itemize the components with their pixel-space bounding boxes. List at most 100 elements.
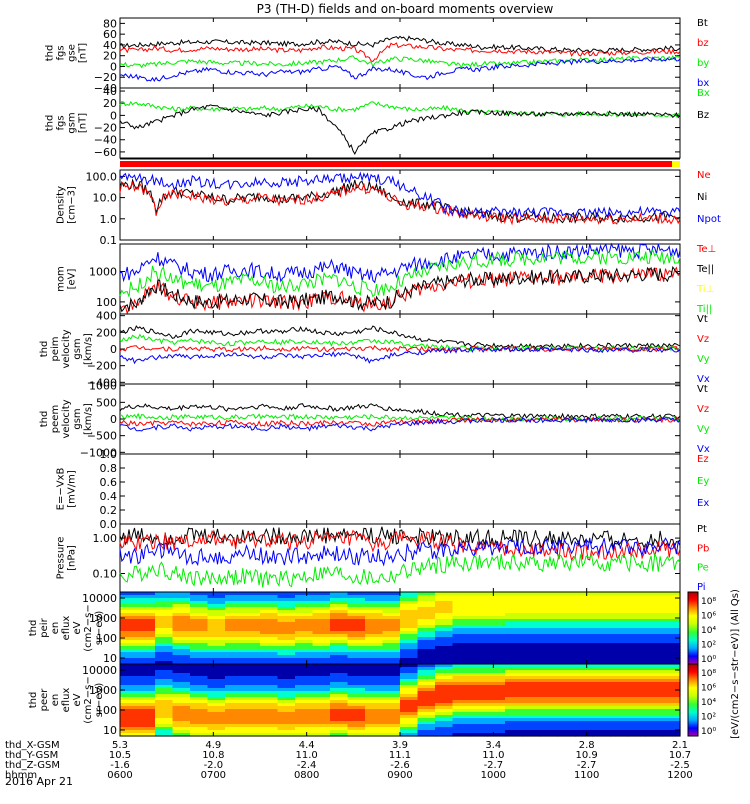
heat-cell [557, 667, 576, 671]
heat-cell [417, 709, 436, 713]
heat-cell [277, 631, 296, 635]
heat-cell [225, 661, 244, 665]
heat-cell [645, 721, 664, 725]
heat-cell [417, 724, 436, 728]
heat-cell [540, 724, 559, 728]
heat-cell [312, 685, 331, 689]
ephem-value: 0600 [107, 770, 132, 781]
heat-cell [225, 670, 244, 674]
heat-cell [645, 691, 664, 695]
heat-cell [330, 655, 349, 659]
heat-cell [225, 613, 244, 617]
heat-cell [120, 601, 139, 605]
heat-cell [627, 616, 646, 620]
heat-cell [540, 652, 559, 656]
heat-cell [277, 721, 296, 725]
heat-cell [540, 697, 559, 701]
heat-cell [592, 721, 611, 725]
heat-cell [225, 697, 244, 701]
heat-cell [540, 673, 559, 677]
heat-cell [120, 676, 139, 680]
heat-cell [610, 664, 629, 668]
heat-cell [330, 721, 349, 725]
heat-cell [557, 595, 576, 599]
heat-cell [645, 625, 664, 629]
heat-cell [575, 709, 594, 713]
y-axis-label-line: thd [39, 341, 50, 358]
heat-cell [592, 709, 611, 713]
heat-cell [295, 652, 314, 656]
heat-cell [435, 622, 454, 626]
heat-cell [627, 679, 646, 683]
heat-cell [592, 691, 611, 695]
ephem-value: 3.4 [485, 740, 501, 751]
heat-cell [592, 625, 611, 629]
heat-cell [645, 664, 664, 668]
y-axis-label: E=−VxB [mV/m] [56, 468, 78, 511]
heat-cell [417, 625, 436, 629]
heat-cell [522, 658, 541, 662]
heat-cell [347, 724, 366, 728]
heat-cell [557, 706, 576, 710]
heat-cell [242, 727, 261, 731]
heat-cell [295, 610, 314, 614]
legend-entry: Ti|| [696, 304, 712, 315]
heat-cell [295, 613, 314, 617]
heat-cell [225, 628, 244, 632]
heat-cell [260, 601, 279, 605]
heat-cell [417, 649, 436, 653]
heat-cell [190, 592, 209, 596]
heat-cell [190, 700, 209, 704]
heat-cell [277, 661, 296, 665]
heat-cell [592, 733, 611, 737]
heat-cell [610, 697, 629, 701]
heat-cell [487, 709, 506, 713]
heat-cell [400, 598, 419, 602]
heat-cell [435, 694, 454, 698]
heat-cell [365, 682, 384, 686]
heat-cell [365, 679, 384, 683]
heat-cell [400, 592, 419, 596]
heat-cell [505, 625, 524, 629]
heat-cell [260, 658, 279, 662]
heat-cell [662, 718, 681, 722]
series-line-Vt [119, 325, 681, 350]
heat-cell [400, 724, 419, 728]
series-line-Pe [119, 552, 681, 588]
heat-cell [137, 685, 156, 689]
heat-cell [557, 685, 576, 689]
heat-cell [627, 688, 646, 692]
heat-cell [207, 592, 226, 596]
heat-cell [522, 637, 541, 641]
ephem-value: 10.8 [202, 750, 224, 761]
heat-cell [277, 718, 296, 722]
heat-cell [627, 733, 646, 737]
heat-cell [277, 688, 296, 692]
heat-cell [277, 679, 296, 683]
ephem-value: 0700 [201, 770, 226, 781]
heat-cell [190, 655, 209, 659]
heat-cell [312, 622, 331, 626]
ephem-value: 4.4 [299, 740, 315, 751]
heat-cell [435, 631, 454, 635]
heat-cell [330, 691, 349, 695]
heat-cell [330, 652, 349, 656]
heat-cell [190, 676, 209, 680]
heat-cell [382, 685, 401, 689]
y-tick-label: 100.0 [86, 170, 118, 183]
heat-cell [382, 664, 401, 668]
heat-cell [155, 625, 174, 629]
heat-cell [662, 610, 681, 614]
heat-cell [242, 703, 261, 707]
heat-cell [190, 634, 209, 638]
heat-cell [610, 694, 629, 698]
heat-cell [487, 613, 506, 617]
heat-cell [277, 715, 296, 719]
heat-cell [225, 688, 244, 692]
y-tick-label: 1.00 [93, 532, 118, 545]
series-line-Vz [119, 416, 681, 428]
heat-cell [347, 676, 366, 680]
ephem-value: 10.9 [576, 750, 598, 761]
heat-cell [417, 640, 436, 644]
